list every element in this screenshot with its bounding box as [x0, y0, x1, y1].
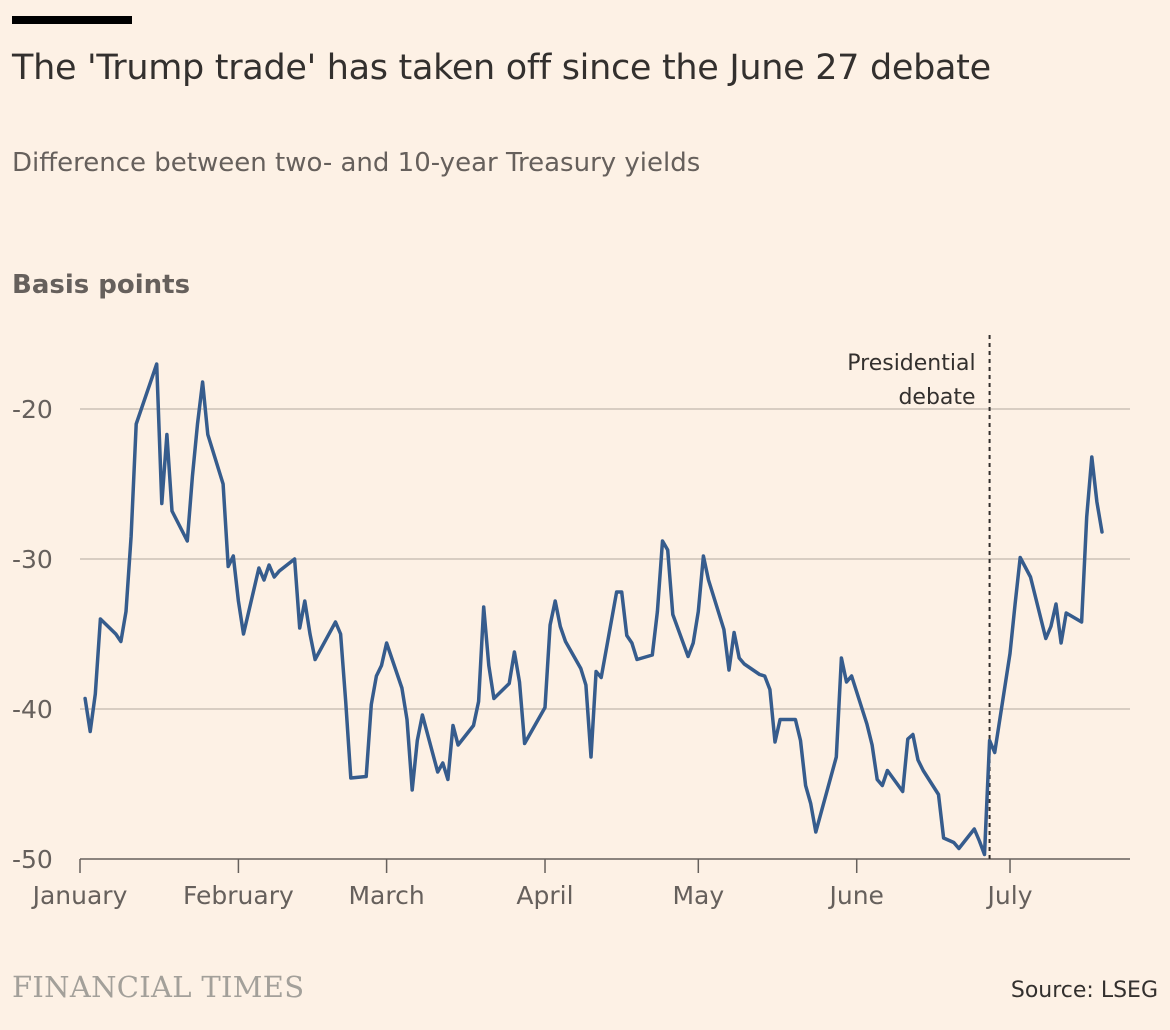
- debate-annotation-label: debate: [898, 385, 975, 410]
- x-tick-label: July: [986, 881, 1033, 910]
- x-tick-label: April: [516, 881, 573, 910]
- y-tick-label: -40: [12, 695, 53, 724]
- financial-times-logo: FINANCIAL TIMES: [12, 970, 305, 1004]
- annotation-layer: Presidential debate: [847, 335, 991, 859]
- ft-top-bar: [12, 16, 132, 24]
- chart-title: The 'Trump trade' has taken off since th…: [12, 48, 991, 88]
- series-layer: [83, 362, 1104, 857]
- y-tick-label: -30: [12, 545, 53, 574]
- x-tick-label: February: [183, 881, 294, 910]
- x-tick-label: January: [31, 881, 128, 910]
- grid-lines: [80, 408, 1130, 860]
- x-tick-label: March: [348, 881, 424, 910]
- source-note: Source: LSEG: [1010, 978, 1158, 1003]
- y-tick-label: -20: [12, 395, 53, 424]
- debate-annotation-label: Presidential: [847, 351, 975, 376]
- y-axis-labels: -20 -30 -40 -50: [12, 395, 53, 874]
- x-tick-label: May: [672, 881, 724, 910]
- chart-subtitle: Difference between two- and 10-year Trea…: [12, 148, 701, 178]
- y-tick-label: -50: [12, 845, 53, 874]
- x-tick-label: June: [827, 881, 883, 910]
- series-line: [83, 362, 1104, 857]
- y-axis-unit-label: Basis points: [12, 270, 191, 300]
- x-axis: January February March April May June July: [31, 859, 1033, 910]
